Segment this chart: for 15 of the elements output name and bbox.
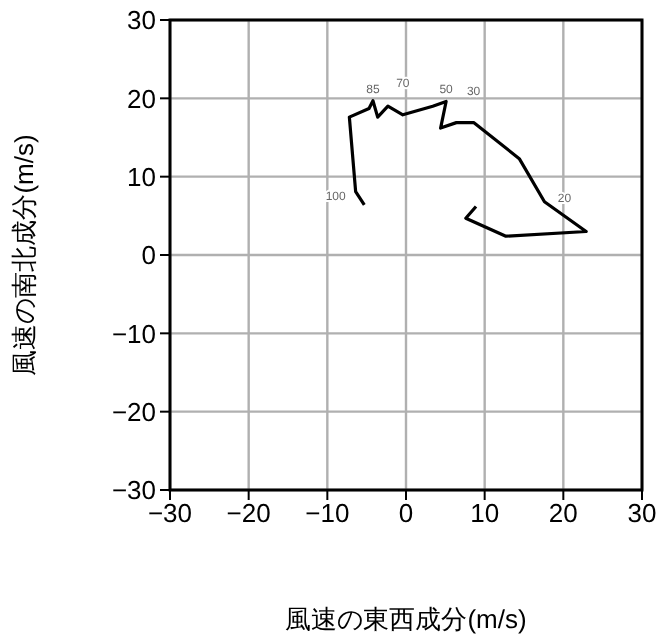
- y-tick-label: 10: [127, 161, 156, 192]
- x-tick-label: −10: [305, 498, 350, 529]
- y-tick-label: 30: [127, 5, 156, 36]
- y-tick-label: −10: [111, 318, 156, 349]
- y-tick-label: 20: [127, 83, 156, 114]
- x-tick-label: 20: [548, 498, 578, 529]
- x-axis-title: 風速の東西成分(m/s): [285, 604, 527, 634]
- y-tick-label: 0: [141, 240, 156, 271]
- x-tick-label: 0: [398, 498, 414, 529]
- x-tick-label: 30: [627, 498, 657, 529]
- y-axis-title: 風速の南北成分(m/s): [9, 134, 40, 376]
- y-tick-label: −20: [111, 396, 156, 427]
- line-series: [347, 99, 588, 238]
- x-tick-label: −20: [226, 498, 271, 529]
- x-tick-label: 10: [470, 498, 500, 529]
